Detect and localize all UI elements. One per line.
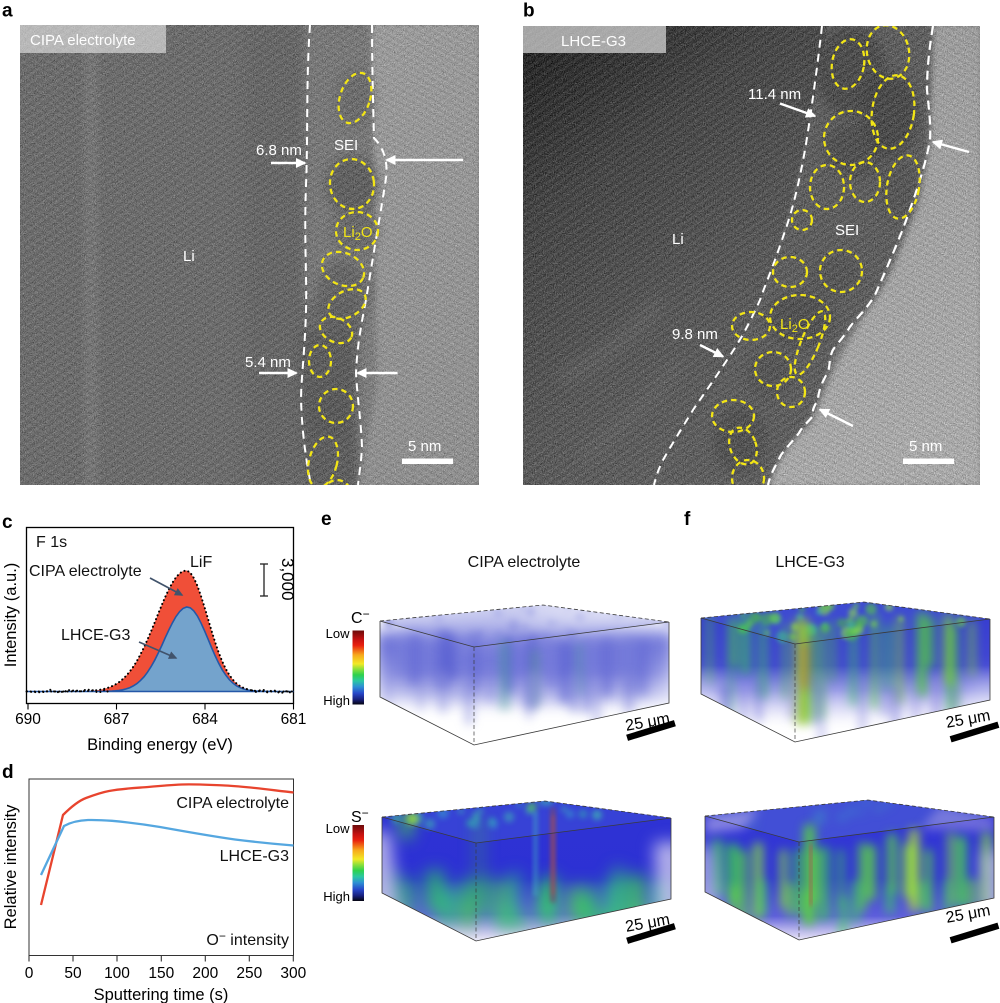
svg-text:Low: Low [326, 626, 350, 641]
svg-text:687: 687 [104, 711, 130, 728]
svg-text:LHCE-G3: LHCE-G3 [561, 33, 626, 50]
svg-text:150: 150 [148, 965, 174, 982]
svg-text:a: a [2, 1, 13, 22]
svg-text:Binding energy (eV): Binding energy (eV) [87, 736, 233, 754]
svg-text:SEI: SEI [334, 137, 358, 154]
svg-text:Li2O: Li2O [780, 316, 809, 335]
svg-text:CIPA electrolyte: CIPA electrolyte [30, 32, 136, 49]
svg-text:LHCE-G3: LHCE-G3 [220, 848, 289, 865]
svg-text:50: 50 [64, 965, 82, 982]
svg-text:250: 250 [236, 965, 262, 982]
svg-text:Li: Li [183, 248, 195, 265]
svg-text:5.4 nm: 5.4 nm [245, 354, 291, 371]
svg-text:3,000: 3,000 [278, 558, 297, 601]
svg-text:CIPA electrolyte: CIPA electrolyte [176, 795, 289, 812]
svg-text:200: 200 [192, 965, 218, 982]
svg-text:F 1s: F 1s [36, 534, 67, 551]
svg-text:6.8 nm: 6.8 nm [256, 142, 302, 159]
svg-text:300: 300 [280, 965, 306, 982]
svg-text:S−: S− [351, 806, 369, 826]
svg-text:Intensity (a.u.): Intensity (a.u.) [2, 563, 20, 668]
svg-text:690: 690 [15, 711, 41, 728]
svg-text:11.4 nm: 11.4 nm [748, 86, 801, 103]
svg-text:100: 100 [104, 965, 130, 982]
svg-text:5 nm: 5 nm [408, 438, 441, 455]
svg-text:LHCE-G3: LHCE-G3 [775, 554, 844, 571]
svg-text:Relative intensity: Relative intensity [2, 804, 20, 929]
svg-text:681: 681 [281, 711, 307, 728]
svg-text:684: 684 [192, 711, 218, 728]
svg-text:5 nm: 5 nm [909, 438, 942, 455]
svg-text:High: High [323, 693, 350, 708]
svg-text:LHCE-G3: LHCE-G3 [61, 627, 130, 644]
svg-text:C−: C− [351, 607, 370, 627]
svg-text:Sputtering time (s): Sputtering time (s) [94, 986, 229, 1003]
svg-text:High: High [323, 889, 350, 904]
svg-text:0: 0 [25, 965, 34, 982]
svg-text:CIPA electrolyte: CIPA electrolyte [468, 554, 581, 571]
svg-text:d: d [2, 762, 14, 783]
svg-text:Li: Li [672, 231, 684, 248]
svg-text:LiF: LiF [190, 554, 212, 571]
svg-text:CIPA electrolyte: CIPA electrolyte [29, 563, 142, 580]
svg-text:Low: Low [326, 821, 350, 836]
svg-text:e: e [321, 509, 332, 530]
svg-text:Li2O: Li2O [343, 224, 372, 243]
svg-text:f: f [684, 509, 691, 530]
svg-text:O− intensity: O− intensity [206, 929, 289, 949]
svg-text:c: c [2, 512, 13, 533]
svg-text:SEI: SEI [835, 222, 859, 239]
svg-text:9.8 nm: 9.8 nm [672, 326, 718, 343]
svg-text:b: b [523, 1, 535, 22]
